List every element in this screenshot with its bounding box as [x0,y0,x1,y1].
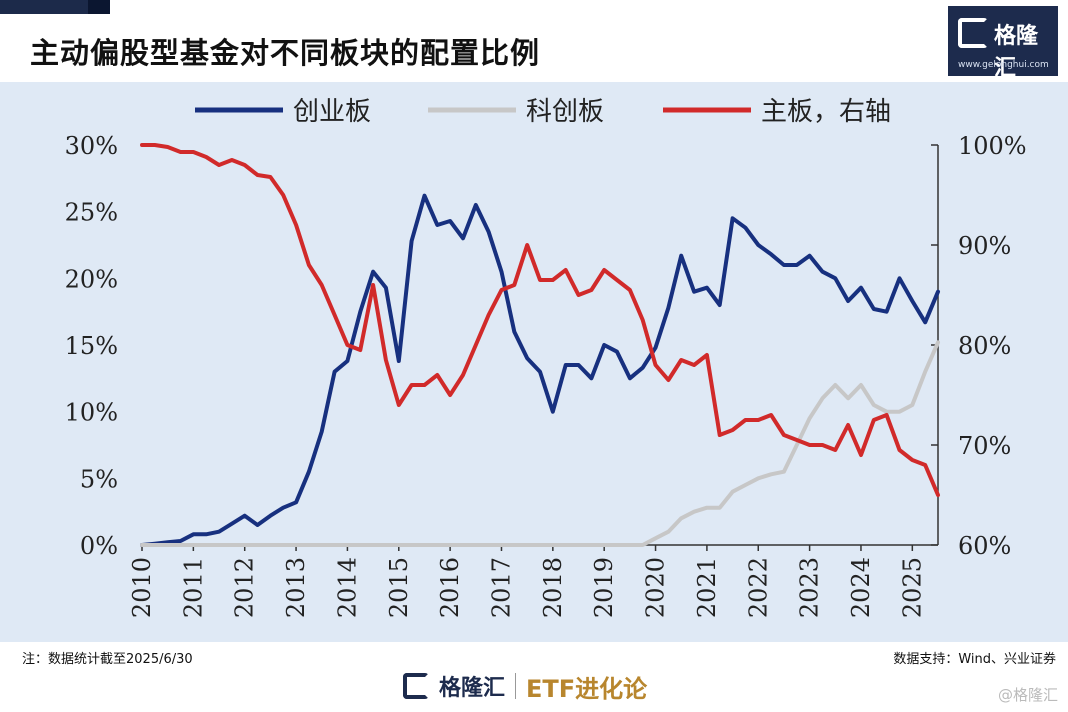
footer-brand: 格隆汇 ETF进化论 [403,668,647,704]
right-tick-label: 60% [958,532,1011,560]
series-line-2 [140,340,940,547]
x-tick-label: 2013 [282,557,310,618]
footer-product: ETF进化论 [526,674,648,703]
left-tick-label: 25% [65,199,118,227]
x-tick-label: 2021 [693,557,721,618]
x-tick-label: 2010 [128,557,156,618]
x-tick-label: 2011 [179,557,207,618]
g-logo-icon [958,18,988,48]
x-tick-label: 2024 [847,557,875,618]
left-tick-label: 0% [80,532,118,560]
footer-brand-name: 格隆汇 [439,676,506,701]
x-tick-label: 2015 [385,557,413,618]
chart-title: 主动偏股型基金对不同板块的配置比例 [30,36,541,70]
x-tick-label: 2025 [898,557,926,618]
logo-url: www.gelonghui.com [958,60,1049,70]
legend-label: 主板，右轴 [761,97,891,127]
footnote: 注：数据统计截至2025/6/30 [22,652,193,667]
x-tick-label: 2016 [436,557,464,618]
left-tick-label: 20% [65,265,118,293]
x-tick-label: 2014 [333,557,361,618]
tick-labels: 0% 5% 10% 15% 20% 25% 30% 60% 70% 80% 90% 100% 2010 2… [65,132,1027,618]
left-tick-label: 10% [65,399,118,427]
top-decor-bar [0,0,110,14]
x-tick-label: 2012 [231,557,259,618]
chart-panel [0,82,1068,642]
right-tick-label: 70% [958,432,1011,460]
series-line-1 [140,193,940,547]
x-tick-label: 2017 [487,557,515,618]
corner-watermark: @格隆汇 [997,686,1058,704]
brand-logo: 格隆汇 www.gelonghui.com [948,6,1058,81]
right-tick-label: 100% [958,132,1027,160]
footer-divider [515,673,517,699]
x-tick-label: 2022 [744,557,772,618]
right-tick-label: 80% [958,332,1011,360]
axes [141,144,939,551]
series-line-3 [140,143,940,497]
left-tick-label: 30% [65,132,118,160]
legend-label: 创业板 [293,97,371,127]
legend-label: 科创板 [526,97,604,127]
x-tick-label: 2023 [796,557,824,618]
x-tick-label: 2018 [539,557,567,618]
x-tick-label: 2020 [642,557,670,618]
chart-svg: 创业板 科创板 主板，右轴 0% 5% 10% 15% 20% 25% 30% 60% 70% 80%… [65,97,1027,618]
right-tick-label: 90% [958,232,1011,260]
legend: 创业板 科创板 主板，右轴 [195,97,891,127]
logo-name: 格隆汇 [994,24,1039,81]
x-tick-label: 2019 [590,557,618,618]
left-tick-label: 15% [65,332,118,360]
top-decor-segment [88,0,110,14]
left-tick-label: 5% [80,465,118,493]
data-source: 数据支持：Wind、兴业证券 [893,652,1056,667]
series-lines [140,143,940,547]
footer-logo-icon [403,673,429,699]
